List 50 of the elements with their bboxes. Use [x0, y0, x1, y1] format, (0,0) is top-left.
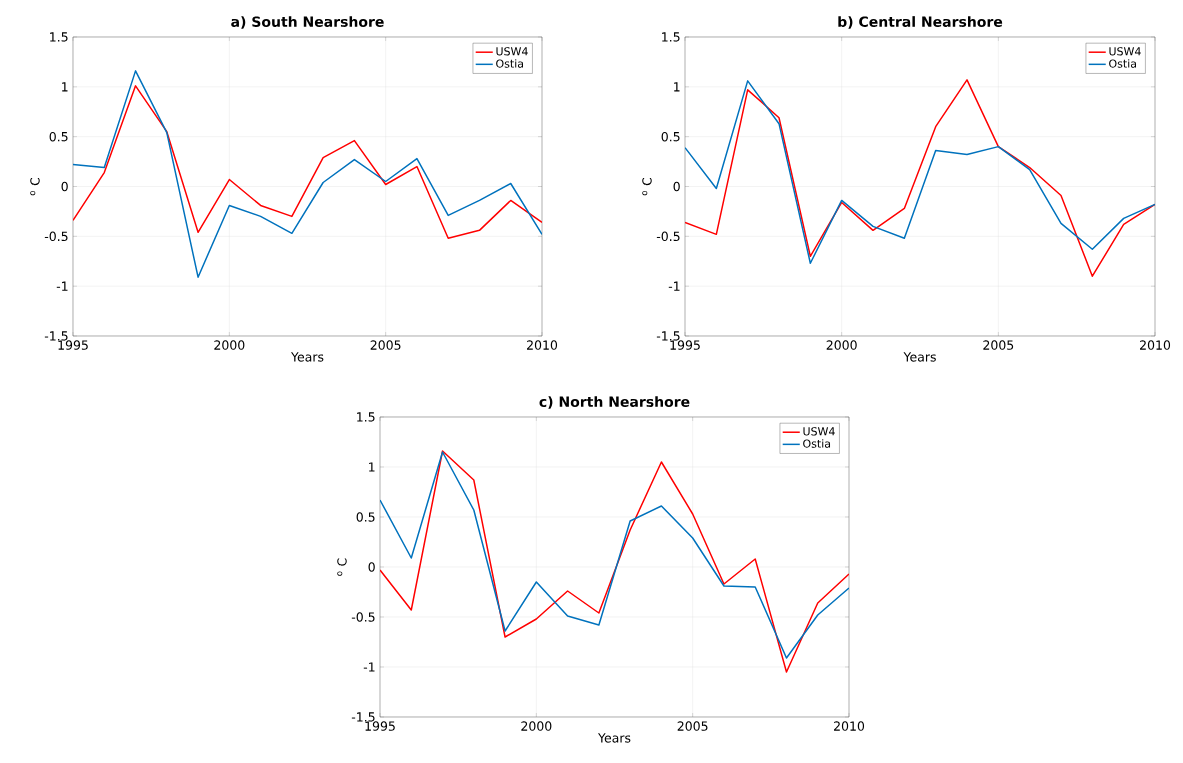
y-tick-label: -0.5: [656, 231, 680, 242]
chart-title: c) North Nearshore: [539, 396, 690, 409]
x-tick-label: 2000: [521, 721, 552, 731]
y-tick-label: 0: [368, 562, 375, 572]
x-axis-title: Years: [290, 352, 324, 362]
line-series: [73, 85, 543, 240]
y-tick-label: 0.5: [661, 131, 680, 142]
x-tick-label: 2010: [1140, 340, 1171, 350]
y-tick-label: -1.5: [44, 331, 68, 341]
y-tick-label: 1: [369, 462, 375, 472]
line-series: [73, 70, 543, 278]
y-tick-label: -1.5: [656, 331, 680, 341]
x-tick-label: 1995: [58, 340, 88, 350]
y-tick-label: 0.5: [356, 512, 375, 522]
x-tick-label: 2010: [527, 340, 558, 350]
chart-title: b) Central Nearshore: [838, 16, 1003, 29]
y-tick-label: 0: [61, 181, 68, 192]
y-tick-label: -1.5: [351, 712, 375, 722]
y-tick-label: -0.5: [351, 612, 375, 622]
legend-label: USW4: [803, 427, 835, 436]
x-tick-label: 2000: [214, 340, 245, 350]
legend-label: Ostia: [1109, 59, 1136, 68]
x-tick-label: 2005: [370, 340, 401, 350]
y-tick-label: -1: [56, 281, 68, 291]
legend-label: USW4: [1109, 47, 1141, 56]
legend-label: Ostia: [803, 439, 831, 448]
y-tick-label: 1.5: [662, 32, 680, 42]
y-tick-label: -0.5: [44, 231, 68, 242]
x-tick-label: 2005: [983, 340, 1014, 350]
y-tick-label: -1: [363, 662, 375, 672]
chart-title: a) South Nearshore: [231, 16, 384, 29]
x-tick-label: 1995: [670, 340, 700, 350]
x-tick-label: 2005: [677, 721, 708, 731]
y-tick-label: 1: [674, 82, 680, 92]
y-tick-label: 0.5: [49, 131, 68, 142]
y-tick-label: 0: [673, 181, 680, 192]
y-tick-label: 1.5: [357, 412, 375, 422]
y-tick-label: 1: [62, 82, 68, 92]
legend-label: USW4: [496, 47, 528, 56]
x-tick-label: 1995: [365, 721, 395, 731]
y-axis-title: $^{o}$ C: [642, 177, 652, 196]
y-axis-title: $^{o}$ C: [337, 558, 347, 576]
x-axis-title: Years: [597, 733, 631, 743]
y-tick-label: 1.5: [50, 32, 68, 42]
y-axis-title: $^{o}$ C: [30, 177, 40, 196]
x-tick-label: 2010: [834, 721, 865, 731]
x-tick-label: 2000: [826, 340, 857, 350]
y-tick-label: -1: [668, 281, 680, 291]
legend-label: Ostia: [496, 59, 524, 68]
x-axis-title: Years: [903, 352, 936, 362]
